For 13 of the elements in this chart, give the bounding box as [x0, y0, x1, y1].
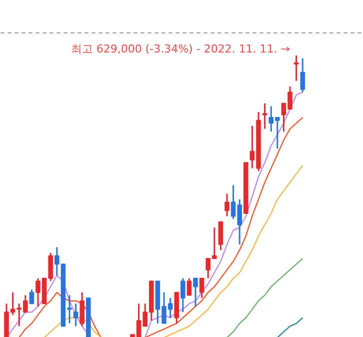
candlestick [180, 278, 186, 313]
candlestick [80, 292, 84, 327]
text: 최고 629,000 (-3.34%) - 2022. 11. 11. → [70, 42, 290, 56]
candlestick [218, 221, 224, 251]
candlestick [29, 288, 34, 304]
candlestick [262, 102, 268, 130]
candlestick [73, 302, 78, 327]
candlestick [193, 278, 198, 308]
candlestick [186, 278, 192, 296]
candlestick [199, 278, 204, 299]
candlestick [300, 58, 305, 93]
candlestick [294, 54, 299, 82]
candlestick [224, 192, 230, 217]
